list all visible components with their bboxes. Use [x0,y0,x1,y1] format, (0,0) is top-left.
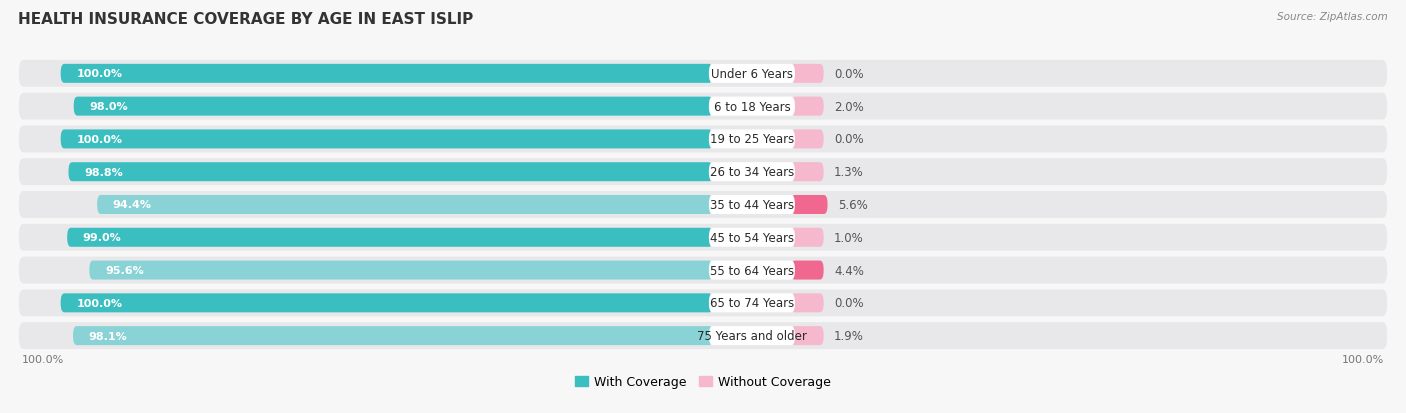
FancyBboxPatch shape [60,294,713,313]
FancyBboxPatch shape [18,224,1388,251]
Text: 26 to 34 Years: 26 to 34 Years [710,166,794,179]
FancyBboxPatch shape [18,159,1388,186]
Text: 19 to 25 Years: 19 to 25 Years [710,133,794,146]
Text: 100.0%: 100.0% [1343,354,1385,364]
FancyBboxPatch shape [709,195,794,214]
FancyBboxPatch shape [60,130,713,149]
Text: 55 to 64 Years: 55 to 64 Years [710,264,794,277]
FancyBboxPatch shape [67,228,713,247]
Text: 4.4%: 4.4% [834,264,863,277]
FancyBboxPatch shape [709,130,794,149]
Text: 1.0%: 1.0% [834,231,863,244]
FancyBboxPatch shape [792,195,828,214]
FancyBboxPatch shape [73,326,713,345]
FancyBboxPatch shape [709,228,794,247]
Text: 1.3%: 1.3% [834,166,863,179]
Legend: With Coverage, Without Coverage: With Coverage, Without Coverage [571,370,835,394]
Text: 35 to 44 Years: 35 to 44 Years [710,199,794,211]
FancyBboxPatch shape [18,126,1388,153]
FancyBboxPatch shape [792,228,824,247]
Text: 98.0%: 98.0% [90,102,128,112]
FancyBboxPatch shape [90,261,713,280]
Text: 95.6%: 95.6% [105,266,143,275]
Text: 100.0%: 100.0% [76,298,122,308]
Text: 6 to 18 Years: 6 to 18 Years [713,100,790,113]
FancyBboxPatch shape [709,65,794,84]
Text: 0.0%: 0.0% [834,68,863,81]
Text: 94.4%: 94.4% [112,200,152,210]
Text: 99.0%: 99.0% [83,233,121,243]
FancyBboxPatch shape [18,192,1388,218]
FancyBboxPatch shape [709,163,794,182]
Text: 0.0%: 0.0% [834,133,863,146]
Text: Source: ZipAtlas.com: Source: ZipAtlas.com [1277,12,1388,22]
Text: 65 to 74 Years: 65 to 74 Years [710,297,794,310]
FancyBboxPatch shape [18,93,1388,120]
Text: 100.0%: 100.0% [76,69,122,79]
Text: 5.6%: 5.6% [838,199,868,211]
Text: Under 6 Years: Under 6 Years [711,68,793,81]
Text: 0.0%: 0.0% [834,297,863,310]
Text: 100.0%: 100.0% [76,135,122,145]
FancyBboxPatch shape [792,65,824,84]
FancyBboxPatch shape [792,97,824,116]
FancyBboxPatch shape [18,257,1388,284]
FancyBboxPatch shape [709,97,794,116]
FancyBboxPatch shape [18,323,1388,349]
Text: 98.1%: 98.1% [89,331,128,341]
FancyBboxPatch shape [792,130,824,149]
FancyBboxPatch shape [792,326,824,345]
FancyBboxPatch shape [97,195,713,214]
FancyBboxPatch shape [73,97,713,116]
Text: 1.9%: 1.9% [834,329,863,342]
Text: 75 Years and older: 75 Years and older [697,329,807,342]
FancyBboxPatch shape [18,290,1388,316]
Text: HEALTH INSURANCE COVERAGE BY AGE IN EAST ISLIP: HEALTH INSURANCE COVERAGE BY AGE IN EAST… [18,12,474,27]
Text: 2.0%: 2.0% [834,100,863,113]
Text: 45 to 54 Years: 45 to 54 Years [710,231,794,244]
FancyBboxPatch shape [792,163,824,182]
FancyBboxPatch shape [709,326,794,345]
FancyBboxPatch shape [792,261,824,280]
Text: 98.8%: 98.8% [84,167,122,177]
FancyBboxPatch shape [18,61,1388,88]
FancyBboxPatch shape [709,294,794,313]
FancyBboxPatch shape [60,65,713,84]
FancyBboxPatch shape [792,294,824,313]
FancyBboxPatch shape [709,261,794,280]
Text: 100.0%: 100.0% [21,354,63,364]
FancyBboxPatch shape [69,163,713,182]
